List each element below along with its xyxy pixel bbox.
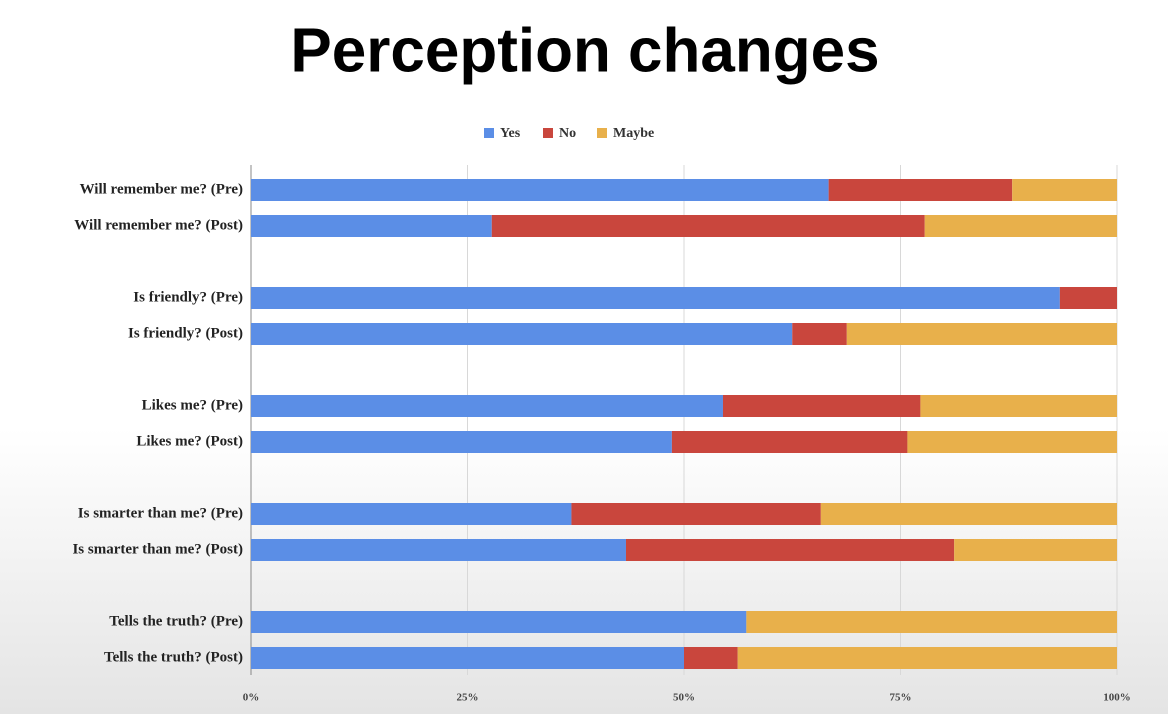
y-tick-label: Is friendly? (Post) [128, 325, 243, 341]
bar-segment [251, 179, 829, 201]
bar-segment [251, 431, 672, 453]
bar-segment [491, 215, 925, 237]
bar-segment [828, 179, 1013, 201]
bar-segment [251, 647, 684, 669]
bar-segment [1012, 179, 1117, 201]
x-tick-label: 100% [1103, 692, 1131, 704]
bar-segment [792, 323, 847, 345]
legend-label: Maybe [613, 126, 654, 141]
y-tick-label: Tells the truth? (Pre) [109, 613, 243, 629]
bar-segment [251, 539, 626, 561]
y-tick-label: Likes me? (Pre) [142, 397, 243, 413]
y-tick-label: Likes me? (Post) [136, 433, 243, 449]
bar-segment [251, 287, 1060, 309]
bar-segment [924, 215, 1117, 237]
bar-segment [251, 395, 723, 417]
y-tick-label: Is smarter than me? (Post) [72, 541, 243, 557]
legend-swatch [484, 128, 494, 138]
bar-segment [625, 539, 955, 561]
bar-segment [907, 431, 1117, 453]
bar-segment [571, 503, 821, 525]
bar-segment [920, 395, 1117, 417]
x-tick-label: 25% [457, 692, 479, 704]
y-tick-label: Tells the truth? (Post) [104, 649, 243, 665]
legend-label: No [559, 126, 576, 141]
x-tick-label: 50% [673, 692, 695, 704]
bar-segment [954, 539, 1117, 561]
x-tick-label: 75% [890, 692, 912, 704]
bar-segment [251, 611, 747, 633]
bar-segment [746, 611, 1117, 633]
y-tick-label: Will remember me? (Pre) [80, 181, 243, 197]
bar-segment [671, 431, 908, 453]
bar-segment [737, 647, 1117, 669]
chart-title: Perception changes [290, 16, 879, 85]
legend-swatch [543, 128, 553, 138]
bar-segment [846, 323, 1117, 345]
bar-segment [1059, 287, 1117, 309]
bar-segment [820, 503, 1117, 525]
x-tick-label: 0% [243, 692, 260, 704]
bar-segment [722, 395, 921, 417]
bar-segment [251, 503, 572, 525]
legend-label: Yes [500, 126, 521, 141]
bar-segment [251, 323, 793, 345]
y-tick-label: Will remember me? (Post) [74, 217, 243, 233]
bar-segment [251, 215, 492, 237]
bar-segment [684, 647, 738, 669]
y-tick-label: Is friendly? (Pre) [133, 289, 243, 305]
y-tick-label: Is smarter than me? (Pre) [78, 505, 243, 521]
legend-swatch [597, 128, 607, 138]
